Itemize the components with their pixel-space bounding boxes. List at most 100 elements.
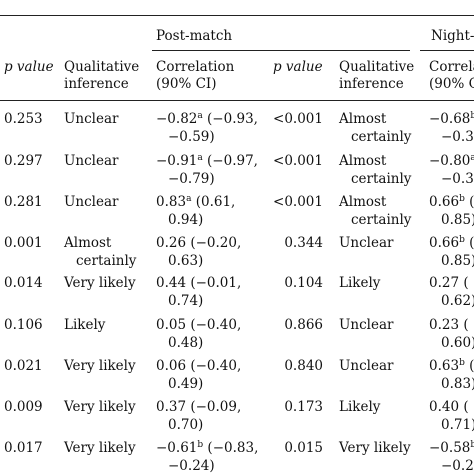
cell-correlation-line1: −0.61b (−0.83, [156,439,258,458]
cell-p-value-2: <0.001 [273,153,323,169]
cell-inference-2-line1: Very likely [339,440,411,456]
cell-inference-line1: Very likely [64,275,136,291]
cell-night-line1: −0.58b [429,439,474,458]
cell-correlation-line2: 0.49) [168,376,204,392]
cell-night-line1-footnote: b [459,358,465,368]
cell-p-value: 0.106 [4,317,43,333]
cell-night-line2: 0.62) [441,293,474,309]
cell-night-line2: 0.83) [441,376,474,392]
cell-p-value: 0.253 [4,111,43,127]
col-header-p-value: p value [4,59,54,75]
cell-night-line1-interval: ( [464,194,474,210]
col-header-inference2-line1: Qualitative [339,59,415,75]
col-header-inference-line1: Qualitative [64,59,140,75]
cell-inference-line2: certainly [76,253,137,269]
cell-night-line1: 0.66b ( [429,234,474,253]
cell-night-line1-value: 0.23 ( [429,317,469,333]
cell-inference-line1: Unclear [64,194,119,210]
cell-p-value: 0.297 [4,153,43,169]
cell-correlation-line1-interval: (−0.97, [202,153,258,169]
group-rule-night [420,50,474,51]
cell-correlation-line2: −0.59) [168,129,215,145]
cell-p-value: 0.001 [4,235,43,251]
cell-night-line1-footnote: b [459,235,465,245]
cell-inference-2-line2: certainly [351,212,412,228]
cell-night-line1-footnote: b [459,194,465,204]
cell-night-line1-value: 0.63 [429,358,460,374]
cell-correlation-line2: 0.74) [168,293,204,309]
cell-p-value-2: 0.104 [284,275,323,291]
cell-correlation-line1-footnote: b [197,440,204,450]
cell-p-value-2: <0.001 [273,194,323,210]
cell-correlation-line2: −0.24) [168,458,215,474]
cell-p-value-2: 0.173 [284,399,323,415]
cell-night-line2: 0.60) [441,335,474,351]
cell-correlation-line1-footnote: a [197,153,203,163]
cell-inference-line1: Likely [64,317,106,333]
cell-inference-2-line1: Almost [339,153,387,169]
cell-p-value: 0.009 [4,399,43,415]
cell-night-line1-value: −0.58 [429,440,471,456]
cell-night-line1: 0.40 ( [429,398,469,417]
cell-p-value-2: 0.866 [284,317,323,333]
cell-p-value: 0.021 [4,358,43,374]
cell-night-line2: −0.3 [441,129,474,145]
cell-inference-2-line1: Unclear [339,235,394,251]
cell-night-line1-value: 0.27 ( [429,275,469,291]
cell-p-value-2: 0.015 [284,440,323,456]
cell-inference-2-line1: Likely [339,275,381,291]
cell-night-line2: −0.2 [441,458,474,474]
cell-correlation-line1: 0.44 (−0.01, [156,274,241,293]
cell-night-line1: 0.66b ( [429,193,474,212]
col-header-correlation-line1: Correlation [156,59,235,75]
cell-night-line1: −0.68b [429,110,474,129]
cell-correlation-line1-value: 0.26 (−0.20, [156,235,242,251]
cell-inference-line1: Unclear [64,153,119,169]
cell-correlation-line1-value: 0.37 (−0.09, [156,399,242,415]
cell-correlation-line1-value: −0.61 [156,440,198,456]
cell-correlation-line2: 0.48) [168,335,204,351]
cell-correlation-line1: 0.26 (−0.20, [156,234,241,253]
cell-correlation-line1: 0.05 (−0.40, [156,316,241,335]
cell-correlation-line2: 0.70) [168,417,204,433]
cell-inference-line1: Very likely [64,440,136,456]
cell-correlation-line2: −0.79) [168,171,215,187]
cell-correlation-line1-footnote: a [197,111,203,121]
group-header-post-match: Post-match [156,28,233,44]
cell-p-value: 0.281 [4,194,43,210]
top-rule [0,15,474,16]
cell-night-line1-value: −0.80 [429,153,471,169]
cell-correlation-line1: 0.06 (−0.40, [156,357,241,376]
col-header-inference-line2: inference [64,76,129,92]
group-header-night: Night-t [431,28,474,44]
cell-night-line1: 0.27 ( [429,274,469,293]
cell-correlation-line1-interval: (−0.83, [203,440,259,456]
col-header-night-line2: (90% C [429,76,474,92]
cell-night-line1-footnote: a [470,153,474,163]
cell-inference-line1: Unclear [64,111,119,127]
cell-night-line2: 0.85) [441,212,474,228]
cell-inference-2-line1: Likely [339,399,381,415]
col-header-inference2-line2: inference [339,76,404,92]
cell-inference-2-line2: certainly [351,171,412,187]
cell-correlation-line2: 0.94) [168,212,204,228]
cell-inference-line1: Very likely [64,399,136,415]
cell-night-line1-value: 0.66 [429,194,460,210]
cell-night-line1-value: 0.66 [429,235,460,251]
cell-inference-2-line1: Unclear [339,358,394,374]
cell-inference-line1: Very likely [64,358,136,374]
col-header-correlation-line2: (90% CI) [156,76,217,92]
cell-correlation-line1-value: 0.83 [156,194,187,210]
cell-correlation-line1-value: −0.82 [156,111,198,127]
cell-correlation-line1-value: 0.06 (−0.40, [156,358,242,374]
cell-night-line1-footnote: b [470,440,474,450]
cell-correlation-line1: 0.83a (0.61, [156,193,235,212]
cell-p-value-2: 0.344 [284,235,323,251]
cell-inference-2-line2: certainly [351,129,412,145]
cell-night-line1: 0.63b ( [429,357,474,376]
group-rule-post-match [152,50,410,51]
cell-correlation-line2: 0.63) [168,253,204,269]
cell-correlation-line1-value: 0.44 (−0.01, [156,275,242,291]
cell-correlation-line1: −0.91a (−0.97, [156,152,258,171]
cell-p-value: 0.014 [4,275,43,291]
